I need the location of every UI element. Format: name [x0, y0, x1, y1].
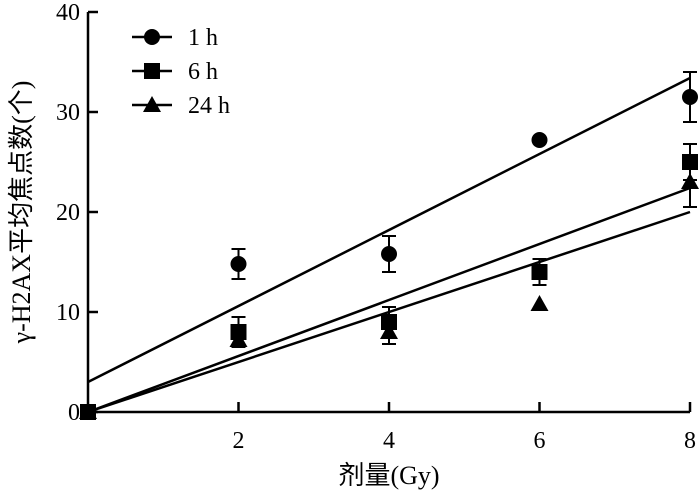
legend-label: 24 h [188, 93, 230, 119]
y-tick-label: 20 [56, 200, 80, 226]
x-tick-label: 8 [684, 428, 696, 454]
data-point-triangle [229, 331, 248, 347]
data-point-triangle [681, 173, 699, 189]
legend-marker-triangle [143, 96, 161, 112]
data-point-circle [531, 132, 548, 148]
y-tick-label: 40 [56, 0, 80, 26]
legend-label: 6 h [188, 59, 218, 85]
fit-line-2 [87, 186, 691, 414]
legend: 1 h 6 h 24 h [132, 25, 230, 119]
y-axis-title: γ-H2AX平均焦点数(个) [7, 81, 36, 345]
x-axis-title: 剂量(Gy) [338, 461, 439, 490]
x-tick-label: 4 [383, 428, 395, 454]
y-tick-label: 30 [56, 100, 80, 126]
data-point-circle [230, 256, 247, 272]
legend-marker-circle [144, 29, 160, 45]
data-point-circle [682, 89, 698, 105]
legend-marker-square [144, 63, 160, 79]
data-point-square [682, 154, 698, 170]
data-point-triangle [79, 403, 97, 419]
data-markers [79, 89, 699, 420]
x-tick-label: 6 [534, 428, 546, 454]
axes [86, 12, 690, 414]
error-bars [231, 71, 697, 348]
y-tick-label: 0 [68, 400, 80, 426]
y-tick-label: 10 [56, 300, 80, 326]
data-point-circle [381, 246, 397, 262]
legend-label: 1 h [188, 25, 218, 51]
data-point-triangle [530, 295, 549, 311]
data-point-square [381, 314, 397, 330]
x-tick-label: 2 [233, 428, 245, 454]
data-point-square [531, 264, 548, 280]
ticks: 2 4 6 8 0 10 20 30 40 [56, 0, 696, 454]
fit-line-1 [87, 76, 691, 384]
data-point-triangle [380, 323, 398, 339]
